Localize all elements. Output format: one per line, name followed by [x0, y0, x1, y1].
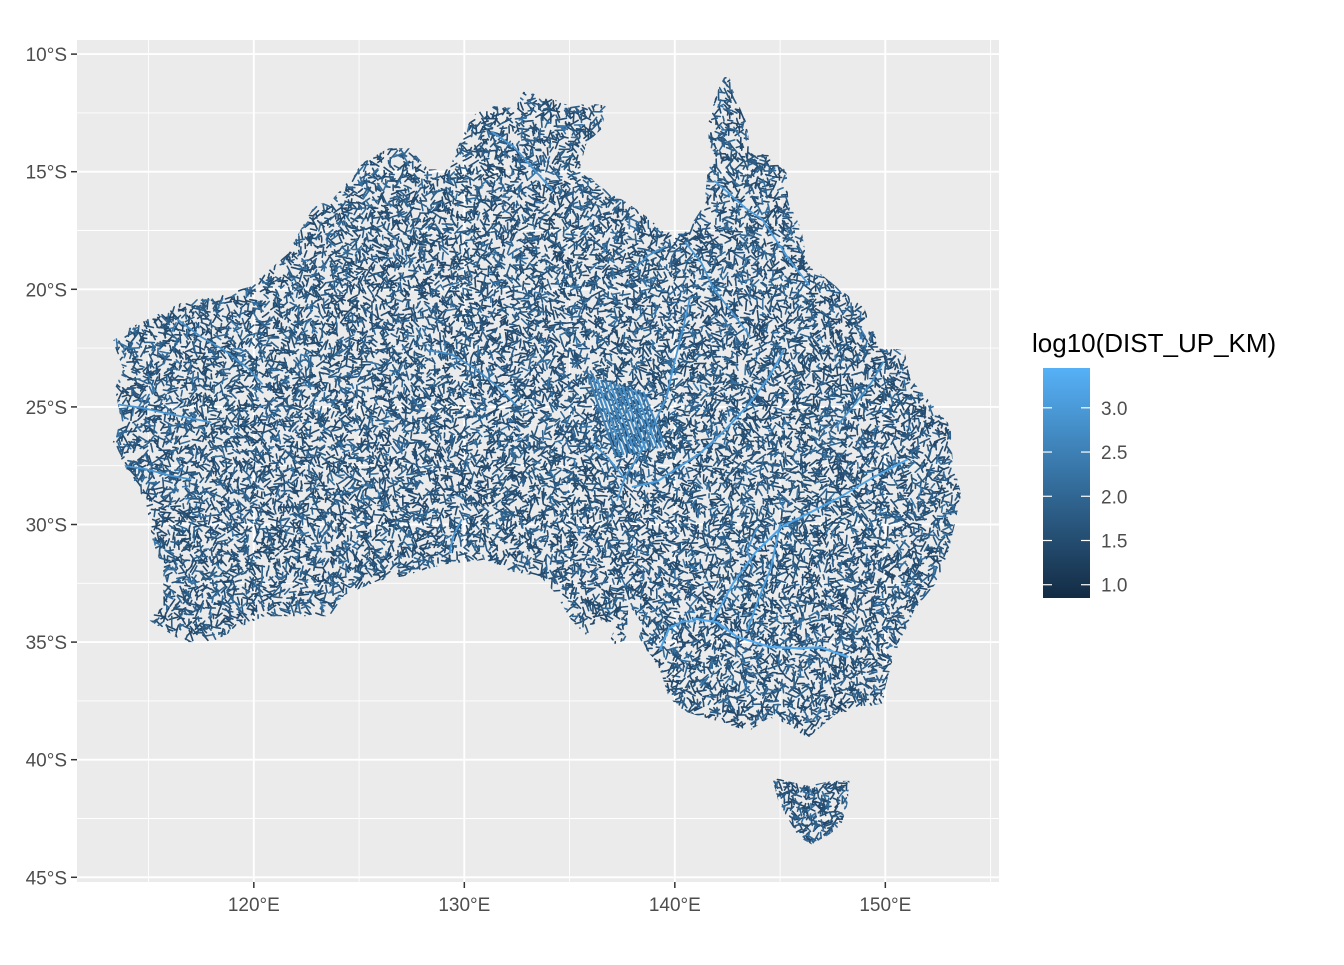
y-axis: 10°S 15°S 20°S 25°S 30°S 35°S 40°S 45°S: [26, 45, 77, 889]
river-segments: [112, 87, 960, 739]
river-segments: [124, 77, 962, 733]
y-tick-label: 20°S: [26, 280, 67, 301]
dune-channel: [608, 381, 636, 454]
legend-ticks: 3.0 2.5 2.0 1.5 1.0: [1043, 399, 1127, 597]
y-tick-label: 45°S: [26, 868, 67, 889]
major-river: [118, 403, 212, 424]
dune-channel: [591, 377, 621, 456]
major-river: [746, 523, 782, 633]
y-tick-label: 30°S: [26, 516, 67, 537]
legend-tick-label: 3.0: [1101, 399, 1127, 420]
legend-tick-label: 2.0: [1101, 487, 1127, 508]
legend-title: log10(DIST_UP_KM): [1032, 328, 1276, 358]
dune-channel: [616, 384, 644, 452]
dune-channel: [629, 387, 655, 450]
major-river: [692, 617, 849, 658]
major-rivers: [118, 130, 909, 658]
major-river: [448, 519, 463, 554]
major-river: [427, 349, 518, 407]
major-river: [711, 458, 909, 622]
river-segments: [790, 781, 849, 845]
dune-channel: [633, 388, 659, 449]
mainland-rivers: [112, 75, 962, 739]
legend-colorbar: [1043, 368, 1090, 598]
major-river: [659, 620, 697, 651]
major-river: [589, 441, 626, 502]
legend-tick-label: 2.5: [1101, 443, 1127, 464]
major-river: [122, 464, 192, 481]
major-river: [684, 241, 751, 337]
river-segments: [800, 787, 850, 823]
dune-channel: [642, 391, 667, 448]
legend-tick-label: 1.0: [1101, 576, 1127, 597]
major-river: [631, 245, 667, 272]
major-river: [746, 526, 759, 568]
y-tick-label: 10°S: [26, 45, 67, 66]
dune-channel: [600, 379, 629, 455]
x-axis: 120°E 130°E 140°E 150°E: [228, 882, 911, 916]
major-river: [490, 130, 554, 192]
dune-channel: [621, 385, 648, 452]
x-tick-label: 150°E: [859, 895, 911, 916]
major-river: [177, 319, 263, 385]
x-tick-label: 140°E: [649, 895, 701, 916]
y-tick-label: 40°S: [26, 751, 67, 772]
major-river: [623, 296, 691, 479]
dune-channel: [595, 378, 625, 456]
legend-tick-label: 1.5: [1101, 532, 1127, 553]
major-river: [713, 180, 810, 286]
x-tick-label: 120°E: [228, 895, 280, 916]
tasmania-rivers: [771, 776, 850, 845]
dune-channel: [637, 390, 663, 449]
major-river: [835, 361, 885, 428]
dune-channel: [604, 380, 633, 454]
dune-channel: [587, 375, 617, 457]
y-tick-label: 35°S: [26, 633, 67, 654]
x-tick-label: 130°E: [438, 895, 490, 916]
y-tick-label: 15°S: [26, 163, 67, 184]
river-network: [112, 75, 962, 845]
y-tick-label: 25°S: [26, 398, 67, 419]
dune-channel: [612, 383, 640, 453]
legend: log10(DIST_UP_KM) 3.0 2.5 2.0 1.5 1.0: [1032, 328, 1276, 598]
dune-channel: [625, 386, 652, 451]
river-segments: [773, 780, 850, 845]
major-river: [631, 349, 785, 488]
